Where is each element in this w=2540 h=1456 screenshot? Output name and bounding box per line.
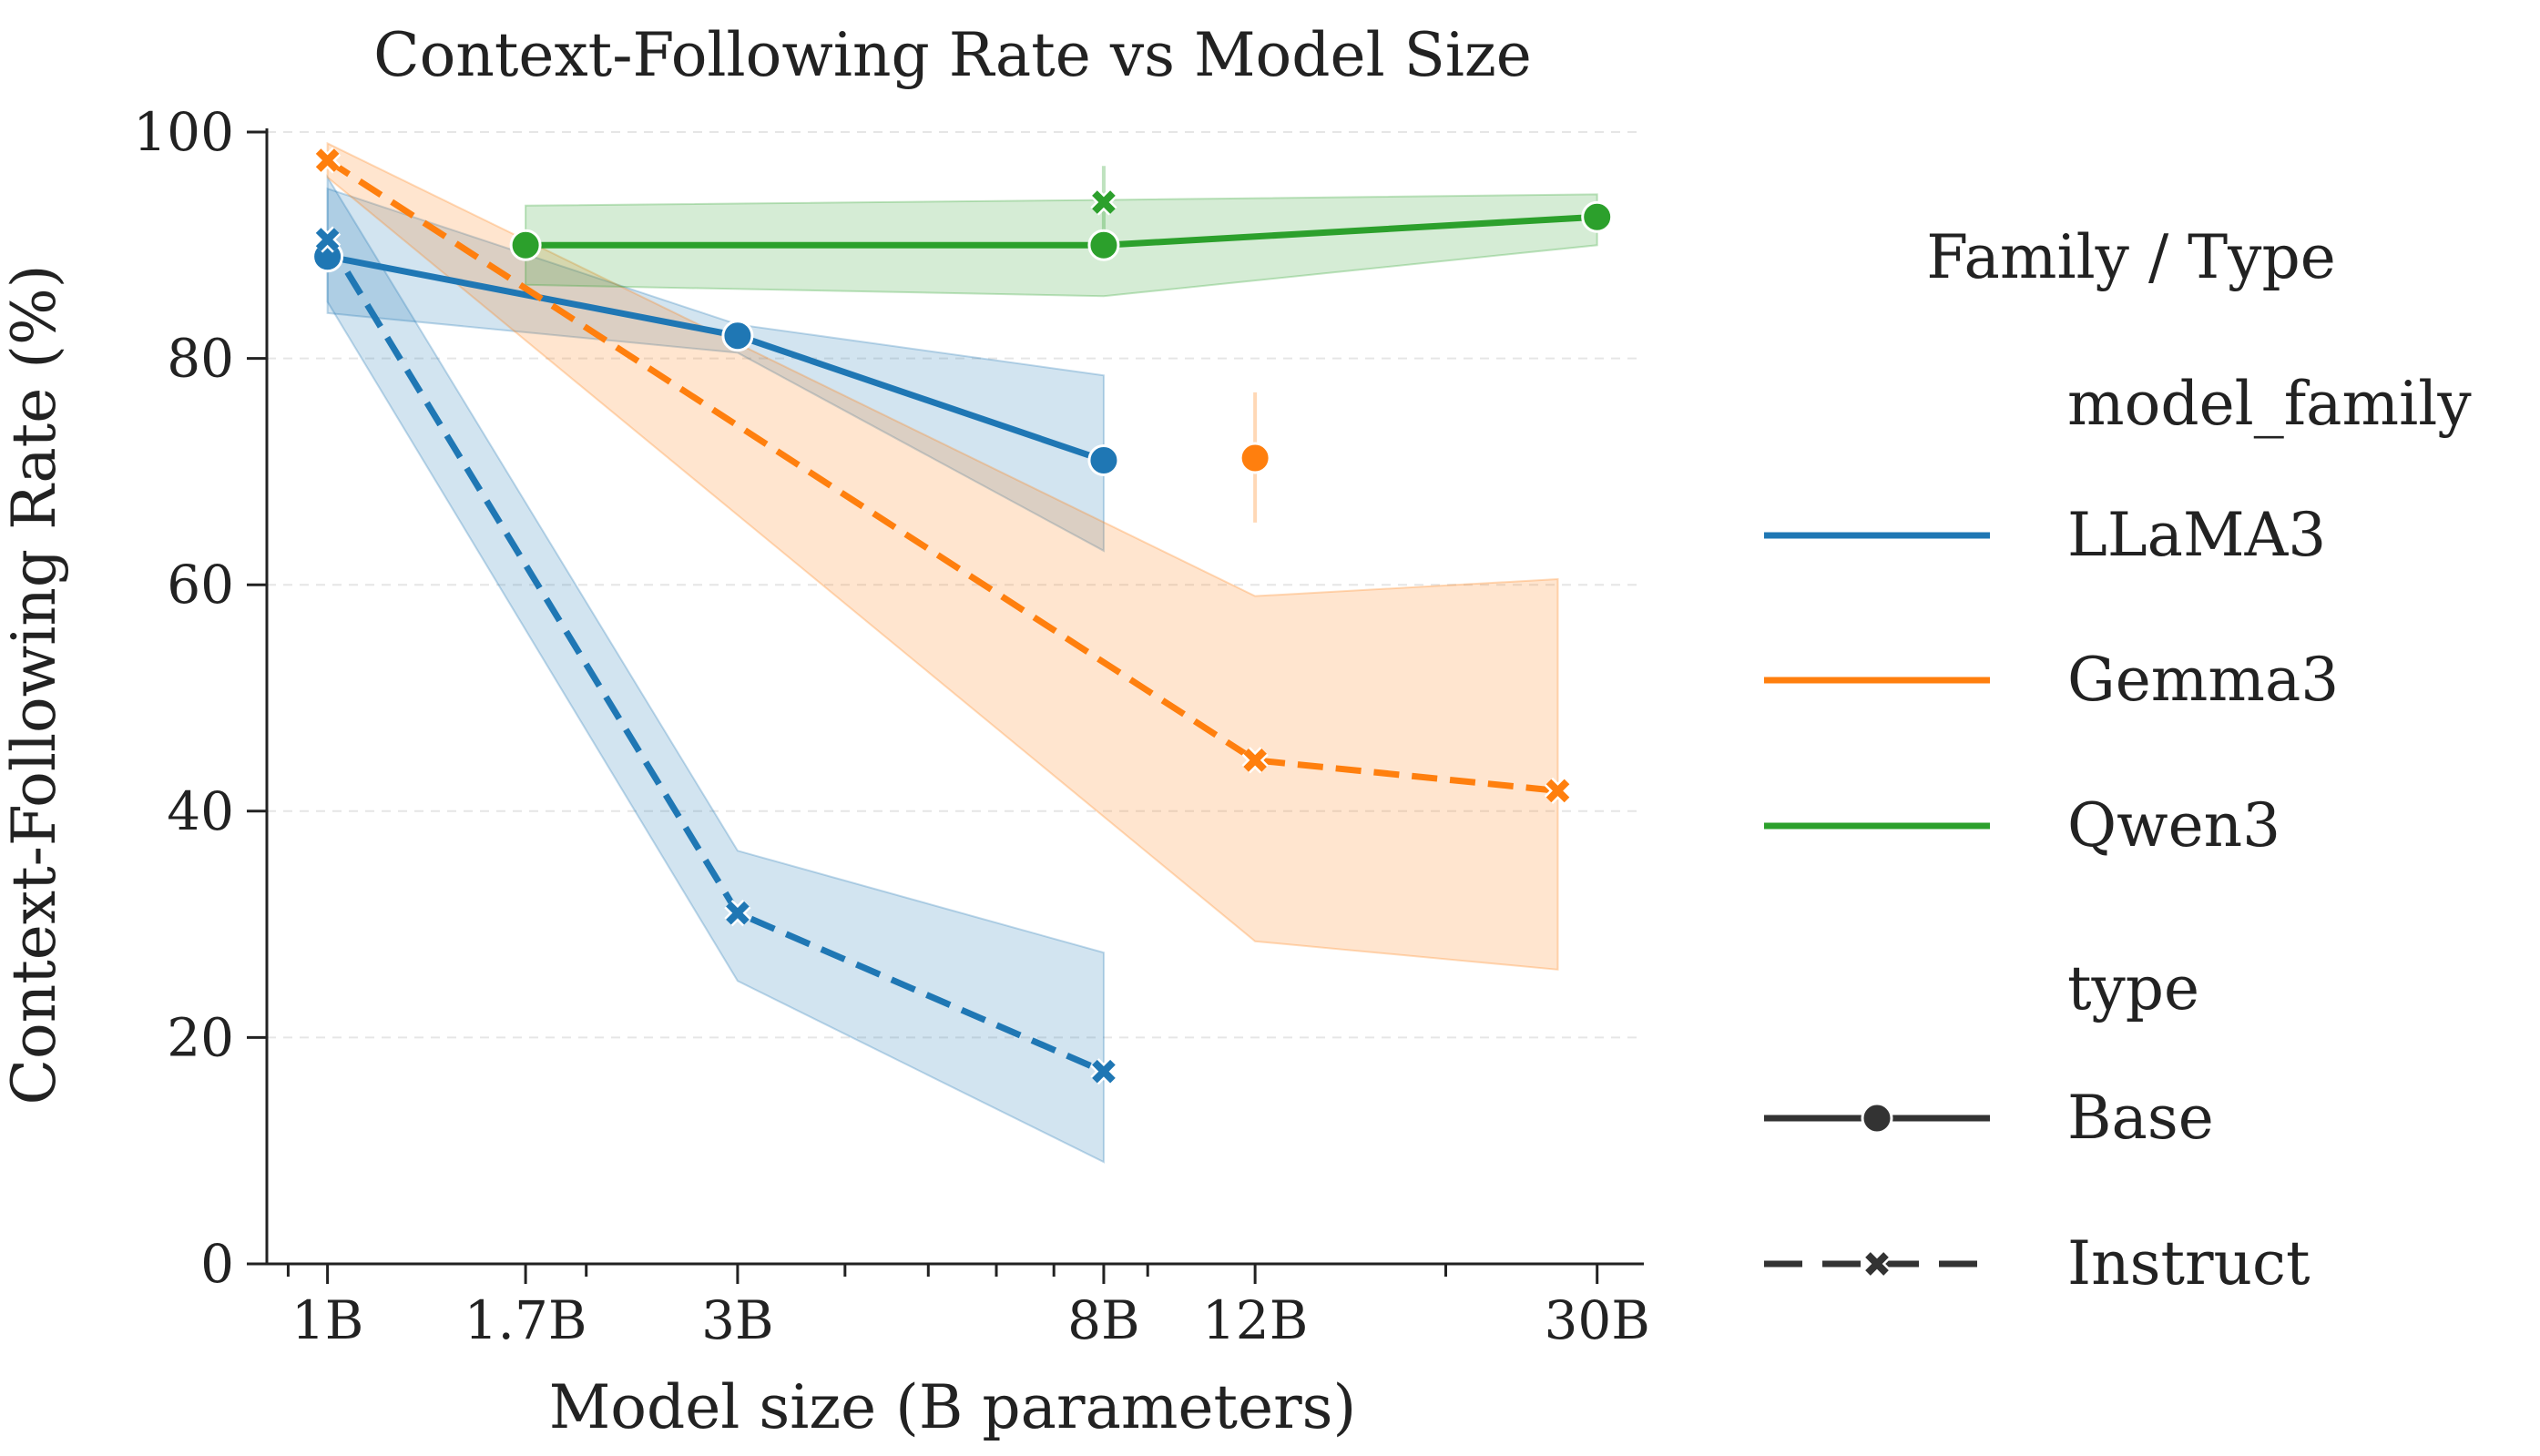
legend-label-gemma3: Gemma3 xyxy=(2067,645,2339,715)
x-tick-label: 12B xyxy=(1202,1289,1308,1351)
legend-marker-instruct xyxy=(1863,1250,1891,1278)
series-llama3-instruct-point-3b xyxy=(724,900,751,927)
y-tick-label: 80 xyxy=(167,328,234,390)
series-qwen3-base-point-8b xyxy=(1087,229,1120,261)
y-tick-label: 100 xyxy=(133,101,234,163)
x-tick-label: 1.7B xyxy=(464,1289,587,1351)
series-qwen3-base-point-1_7b xyxy=(509,229,542,261)
marker-x-stroke xyxy=(315,148,340,172)
x-tick-label: 30B xyxy=(1544,1289,1649,1351)
series-llama3-base-point-8b xyxy=(1087,443,1120,476)
y-tick-label: 40 xyxy=(167,780,234,842)
x-axis-label: Model size (B parameters) xyxy=(549,1372,1357,1442)
series-qwen3-instruct-point-8b xyxy=(1090,188,1117,216)
series-gemma3-instruct-point-12b xyxy=(1241,747,1269,774)
series-llama3-base-point-3b xyxy=(721,320,754,352)
series-llama3-instruct-band xyxy=(326,174,1105,1164)
x-tick-label: 1B xyxy=(291,1289,364,1351)
axes: 0 20 40 60 80 100 1B 1.7B 3B 8B 12B 30B xyxy=(133,101,1650,1351)
chart-title: Context-Following Rate vs Model Size xyxy=(373,20,1532,90)
series-llama3-instruct-point-1b xyxy=(314,226,342,253)
x-tick-label: 3B xyxy=(701,1289,774,1351)
marker-x-stroke xyxy=(726,901,750,925)
marker-x-stroke xyxy=(1865,1252,1889,1276)
legend-type-header: type xyxy=(2067,953,2199,1023)
legend-label-base: Base xyxy=(2067,1083,2214,1153)
y-tick-label: 60 xyxy=(167,554,234,616)
y-tick-label: 0 xyxy=(200,1233,234,1295)
series-llama3-instruct-point-8b xyxy=(1090,1058,1117,1085)
marker-x-stroke xyxy=(1092,1059,1116,1084)
marker-x-stroke xyxy=(1092,190,1116,214)
series-markers xyxy=(311,147,1614,1085)
marker-x-stroke xyxy=(1545,779,1570,803)
y-axis-label: Context-Following Rate (%) xyxy=(0,265,69,1105)
series-gemma3-instruct-point-1b xyxy=(314,147,342,174)
legend-family-header: model_family xyxy=(2067,369,2472,439)
series-gemma3-base-point-12b xyxy=(1239,442,1271,474)
series-gemma3-instruct-point-27b xyxy=(1544,777,1572,805)
legend-marker-base xyxy=(1861,1102,1893,1135)
marker-x-stroke xyxy=(315,228,340,251)
legend-title: Family / Type xyxy=(1926,222,2336,292)
legend-label-qwen3: Qwen3 xyxy=(2067,790,2280,860)
series-qwen3-base-point-30b xyxy=(1581,200,1614,233)
legend-label-instruct: Instruct xyxy=(2067,1228,2310,1298)
legend: Family / Type model_family type LLaMA3 Ge… xyxy=(1764,222,2472,1298)
grid-lines xyxy=(267,131,1644,1039)
series-gemma3-instruct-line xyxy=(325,158,1558,794)
x-tick-label: 8B xyxy=(1067,1289,1140,1351)
y-tick-label: 20 xyxy=(167,1006,234,1068)
marker-x-stroke xyxy=(1243,748,1267,772)
legend-label-llama3: LLaMA3 xyxy=(2067,500,2326,570)
